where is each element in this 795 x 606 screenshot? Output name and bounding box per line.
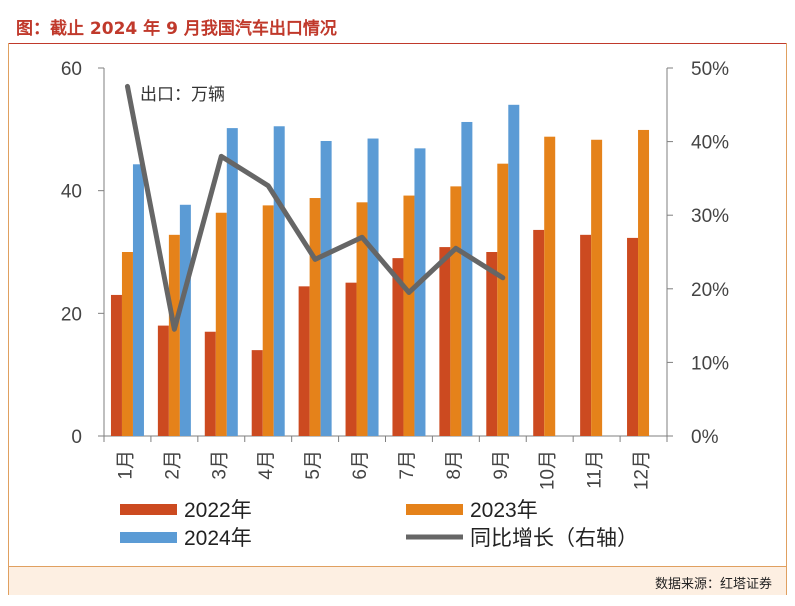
bar-2024年-1月 [132, 164, 144, 436]
legend-swatch-2022年 [120, 504, 177, 515]
bar-2023年-10月 [544, 136, 556, 436]
x-axis-tick-label: 6月 [350, 450, 371, 480]
legend-label: 同比增长（右轴） [470, 527, 638, 550]
bar-2022年-11月 [580, 234, 592, 436]
x-axis-tick-label: 7月 [397, 450, 418, 480]
bar-2023年-9月 [497, 163, 509, 436]
yoy-growth-line [124, 83, 506, 332]
legend-label: 2024年 [184, 527, 252, 550]
bar-2022年-5月 [298, 286, 310, 436]
left-axis-tick-label: 20 [61, 304, 82, 325]
bar-2023年-5月 [309, 198, 321, 436]
title-rule [8, 43, 787, 44]
figure-title: 图：截止 2024 年 9 月我国汽车出口情况 [16, 19, 337, 39]
bar-2024年-6月 [367, 138, 379, 437]
bar-2022年-3月 [204, 331, 216, 436]
bar-2022年-12月 [627, 237, 639, 436]
legend-swatch-2023年 [406, 504, 463, 515]
bar-2023年-12月 [638, 129, 650, 437]
bar-2023年-2月 [168, 234, 180, 436]
right-axis-tick-label: 40% [691, 133, 729, 154]
x-axis-tick-label: 3月 [209, 450, 230, 480]
bar-2023年-1月 [121, 252, 133, 436]
legend-label: 2022年 [184, 499, 252, 522]
bar-2023年-8月 [450, 186, 462, 436]
right-axis-tick-label: 30% [691, 206, 729, 227]
bar-2022年-6月 [345, 282, 357, 436]
bar-2024年-5月 [320, 140, 332, 436]
bar-2024年-8月 [461, 121, 473, 437]
legend-label: 2023年 [470, 499, 538, 522]
left-axis-tick-label: 60 [61, 59, 82, 80]
right-axis-tick-label: 0% [691, 427, 719, 448]
left-axis-tick-label: 0 [71, 427, 82, 448]
right-axis-tick-label: 20% [691, 280, 729, 301]
right-axis-tick-label: 50% [691, 59, 729, 80]
bar-2023年-7月 [403, 195, 415, 436]
x-axis-tick-label: 4月 [256, 450, 277, 480]
x-axis-tick-label: 8月 [444, 450, 465, 480]
bar-2022年-2月 [157, 325, 169, 436]
bar-2024年-4月 [273, 126, 285, 437]
bar-2022年-7月 [392, 258, 404, 436]
source-note: 数据来源：红塔证券 [654, 577, 772, 592]
x-axis-tick-label: 2月 [162, 450, 183, 480]
x-axis-tick-label: 9月 [491, 450, 512, 480]
bar-2022年-1月 [110, 294, 122, 436]
right-axis-tick-label: 10% [691, 353, 729, 374]
bar-2023年-6月 [356, 202, 368, 436]
bar-2024年-3月 [226, 128, 238, 436]
bar-2024年-7月 [414, 148, 426, 436]
x-axis-tick-label: 10月 [538, 450, 559, 490]
left-axis-tick-label: 40 [61, 182, 82, 203]
bar-2022年-8月 [439, 247, 451, 436]
bar-2022年-10月 [533, 229, 545, 436]
bar-2022年-4月 [251, 350, 263, 436]
bar-2023年-4月 [262, 205, 274, 436]
legend-swatch-2024年 [120, 532, 177, 543]
bar-2024年-2月 [179, 204, 191, 436]
unit-annotation: 出口：万辆 [140, 85, 225, 105]
bar-2023年-11月 [591, 139, 603, 436]
x-axis-tick-label: 1月 [115, 450, 136, 480]
x-axis-tick-label: 5月 [303, 450, 324, 480]
x-axis-tick-label: 12月 [632, 450, 653, 490]
bar-2024年-9月 [508, 104, 520, 437]
x-axis-tick-label: 11月 [585, 450, 606, 489]
source-bar: 数据来源：红塔证券 [9, 566, 786, 595]
bar-2023年-3月 [215, 212, 227, 436]
bar-2022年-9月 [486, 252, 498, 436]
